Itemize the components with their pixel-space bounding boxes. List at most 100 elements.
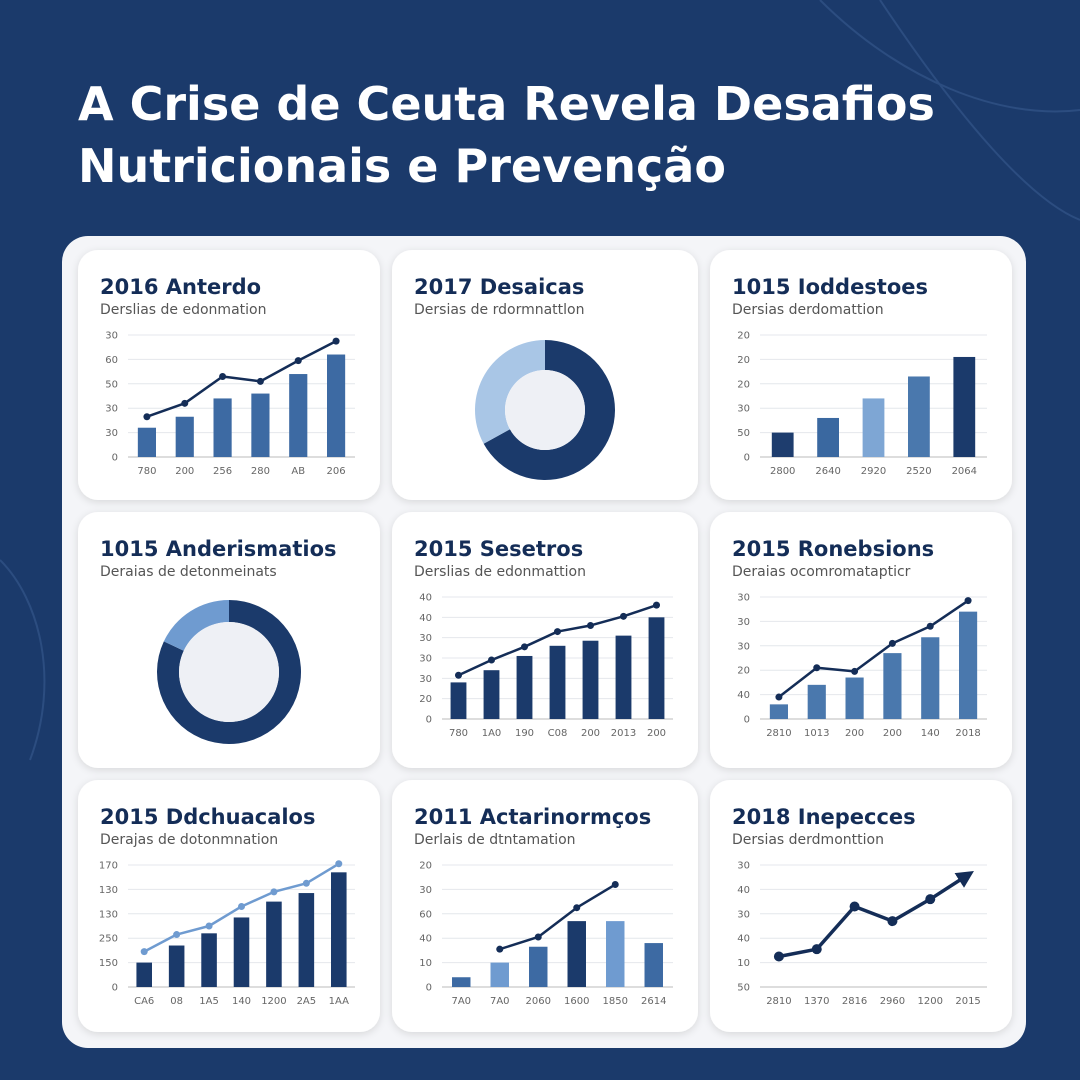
x-tick-label: 200 bbox=[845, 728, 864, 739]
chart-title: 2017 Desaicas bbox=[414, 275, 584, 299]
x-tick-label: 1A5 bbox=[199, 996, 219, 1007]
line-dot bbox=[813, 664, 821, 672]
y-tick-label: 50 bbox=[105, 379, 118, 390]
x-tick-label: 200 bbox=[647, 728, 666, 739]
y-tick-label: 10 bbox=[737, 958, 750, 969]
x-tick-label: 280 bbox=[251, 466, 270, 477]
y-tick-label: 50 bbox=[737, 983, 750, 994]
cards: 2016 Anterdo Derslias de edonmation 0 30 30 5… bbox=[78, 250, 1012, 1032]
chart-title: 2016 Anterdo bbox=[100, 275, 261, 299]
line-dot bbox=[775, 693, 783, 701]
y-tick-label: 0 bbox=[426, 983, 432, 994]
chart-subtitle: Dersias derdomattion bbox=[732, 302, 884, 318]
bar bbox=[327, 354, 346, 457]
bar bbox=[615, 635, 632, 719]
bar bbox=[921, 637, 940, 719]
y-tick-label: 0 bbox=[112, 983, 118, 994]
x-tick-label: 2640 bbox=[815, 466, 840, 477]
bar bbox=[817, 417, 839, 457]
y-tick-label: 20 bbox=[419, 861, 432, 872]
bar bbox=[549, 645, 566, 719]
line-dot bbox=[573, 904, 581, 912]
bar bbox=[908, 376, 930, 457]
x-tick-label: 1850 bbox=[603, 996, 628, 1007]
x-tick-label: 200 bbox=[581, 728, 600, 739]
y-tick-label: 20 bbox=[419, 694, 432, 705]
chart-title: 1015 Anderismatios bbox=[100, 537, 337, 561]
x-tick-label: 256 bbox=[213, 466, 232, 477]
line-dot bbox=[611, 881, 619, 889]
y-tick-label: 30 bbox=[737, 404, 750, 415]
bar bbox=[648, 617, 665, 719]
line-dot bbox=[219, 372, 227, 380]
y-tick-label: 30 bbox=[737, 909, 750, 920]
y-tick-label: 20 bbox=[737, 331, 750, 342]
y-tick-label: 0 bbox=[744, 715, 750, 726]
y-tick-label: 30 bbox=[419, 633, 432, 644]
bar bbox=[516, 655, 533, 719]
line bbox=[778, 599, 969, 699]
donut-segment bbox=[156, 600, 301, 744]
bar bbox=[136, 962, 152, 987]
y-tick-label: 40 bbox=[737, 934, 750, 945]
donut-segment bbox=[483, 340, 615, 480]
line-dot bbox=[773, 951, 784, 962]
y-tick-label: 170 bbox=[99, 861, 118, 872]
x-tick-label: 1AA bbox=[329, 996, 349, 1007]
y-tick-label: 20 bbox=[737, 355, 750, 366]
y-tick-label: 130 bbox=[99, 909, 118, 920]
x-tick-label: C08 bbox=[548, 728, 568, 739]
y-tick-label: 30 bbox=[737, 861, 750, 872]
line-dot bbox=[143, 413, 151, 421]
chart-subtitle: Deraias ocomromatapticr bbox=[732, 564, 911, 580]
chart-subtitle: Deraias de detonmeinats bbox=[100, 564, 277, 580]
bar bbox=[213, 398, 232, 457]
chart-subtitle: Dersias de rdormnattlon bbox=[414, 302, 584, 318]
line-dot bbox=[270, 888, 278, 896]
x-tick-label: 780 bbox=[137, 466, 156, 477]
line-dot bbox=[849, 901, 860, 912]
y-tick-label: 40 bbox=[419, 613, 432, 624]
y-tick-label: 30 bbox=[419, 654, 432, 665]
line-dot bbox=[811, 944, 822, 955]
bar bbox=[953, 356, 976, 457]
bar bbox=[845, 677, 864, 719]
y-tick-label: 150 bbox=[99, 958, 118, 969]
y-tick-label: 30 bbox=[737, 641, 750, 652]
x-tick-label: AB bbox=[291, 466, 305, 477]
decor-curves bbox=[0, 0, 1080, 761]
bar bbox=[483, 670, 500, 719]
bar bbox=[289, 374, 308, 457]
x-tick-label: 2520 bbox=[906, 466, 931, 477]
x-tick-label: 206 bbox=[327, 466, 346, 477]
bar bbox=[266, 901, 282, 987]
bar bbox=[883, 653, 902, 719]
line-dot bbox=[521, 643, 528, 651]
chart-title: 1015 Ioddestoes bbox=[732, 275, 928, 299]
y-tick-label: 0 bbox=[744, 453, 750, 464]
bar bbox=[168, 945, 185, 987]
line-dot bbox=[455, 671, 462, 679]
line-dot bbox=[964, 597, 972, 605]
line-dot bbox=[335, 860, 343, 868]
bar bbox=[251, 393, 270, 457]
x-tick-label: 2015 bbox=[955, 996, 980, 1007]
bar bbox=[769, 704, 788, 719]
line bbox=[499, 883, 616, 951]
x-tick-label: 190 bbox=[515, 728, 534, 739]
x-tick-label: 2920 bbox=[861, 466, 886, 477]
x-tick-label: 1600 bbox=[564, 996, 589, 1007]
chart-title: 2015 Ddchuacalos bbox=[100, 805, 316, 829]
line-dot bbox=[302, 879, 310, 887]
bar bbox=[862, 398, 885, 457]
chart-subtitle: Derslias de edonmation bbox=[100, 302, 266, 318]
line-dot bbox=[140, 948, 148, 956]
page-title: A Crise de Ceuta Revela Desafios bbox=[78, 77, 935, 131]
x-tick-label: 2960 bbox=[880, 996, 905, 1007]
chart-title: 2011 Actarinormços bbox=[414, 805, 651, 829]
bar bbox=[233, 917, 250, 987]
bar bbox=[450, 682, 467, 719]
donut-hole bbox=[179, 622, 279, 722]
